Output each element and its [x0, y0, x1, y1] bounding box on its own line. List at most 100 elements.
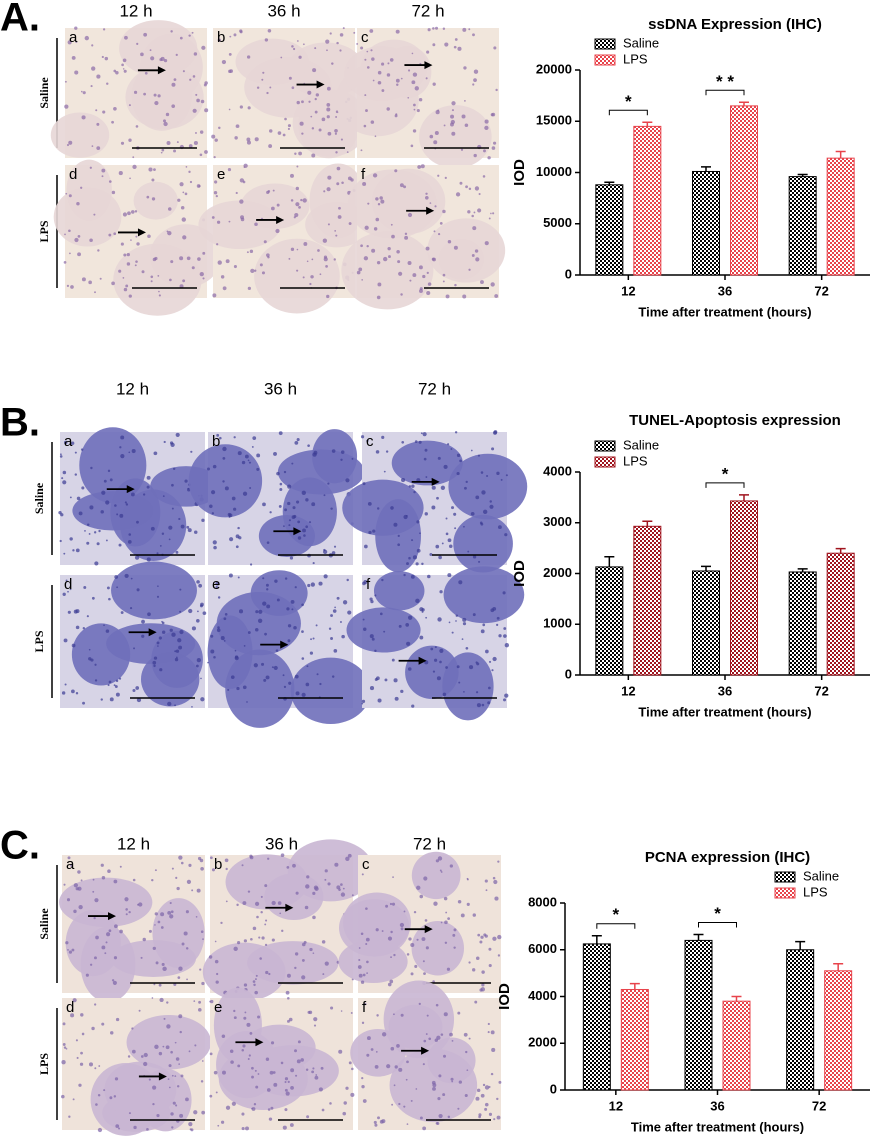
cell — [241, 1112, 245, 1116]
cell — [216, 972, 219, 976]
cell — [243, 1016, 247, 1020]
cell — [253, 663, 258, 668]
cell — [123, 253, 127, 257]
micrograph: f — [350, 980, 502, 1131]
cell — [253, 1103, 257, 1106]
cell — [426, 271, 429, 275]
cell — [425, 192, 428, 195]
cell — [213, 156, 216, 159]
cell — [476, 662, 480, 666]
cell — [309, 282, 312, 286]
cell — [212, 293, 217, 298]
cell — [179, 1113, 184, 1118]
cell — [295, 186, 300, 191]
cell — [424, 448, 428, 452]
cell — [78, 904, 83, 910]
cell — [397, 260, 401, 264]
tissue-lobe — [405, 645, 459, 700]
cell — [301, 959, 305, 962]
cell — [301, 490, 306, 496]
cell — [471, 254, 475, 257]
cell — [108, 680, 112, 684]
cell — [151, 878, 154, 882]
image-letter: a — [69, 29, 78, 46]
cell — [419, 635, 424, 640]
cell — [170, 260, 174, 264]
cell — [480, 1093, 485, 1098]
cell — [118, 1127, 121, 1130]
cell — [433, 230, 436, 233]
cell — [249, 563, 253, 566]
cell — [404, 235, 409, 240]
cell — [113, 106, 117, 111]
cell — [431, 505, 436, 510]
cell — [237, 1064, 241, 1068]
cell — [423, 876, 428, 881]
cell — [122, 58, 127, 63]
cell — [114, 575, 119, 579]
bar — [692, 170, 720, 276]
row-label: Saline — [32, 482, 46, 514]
cell — [294, 212, 299, 218]
cell — [414, 440, 418, 444]
cell — [312, 562, 315, 565]
cell — [239, 105, 243, 109]
cell — [449, 1032, 453, 1037]
cell — [104, 56, 109, 61]
cell — [403, 573, 406, 577]
cell — [250, 937, 253, 941]
x-tick-label: 36 — [718, 283, 732, 298]
cell — [128, 910, 131, 914]
cell — [284, 117, 287, 121]
cell — [423, 457, 427, 461]
cell — [296, 165, 299, 168]
micrograph: f — [346, 566, 525, 721]
cell — [317, 249, 320, 252]
cell — [495, 88, 498, 92]
cell — [159, 58, 163, 62]
cell — [377, 282, 382, 287]
cell — [367, 202, 370, 205]
cell — [175, 432, 180, 438]
cell — [498, 634, 502, 638]
cell — [82, 627, 86, 630]
cell — [131, 449, 136, 454]
cell — [308, 521, 312, 524]
cell — [196, 888, 201, 893]
cell — [416, 548, 421, 553]
cell — [474, 249, 479, 253]
cell — [143, 32, 148, 37]
cell — [119, 929, 123, 934]
cell — [213, 191, 218, 195]
cell — [472, 555, 477, 559]
column-label: 72 h — [413, 834, 446, 853]
cell — [124, 573, 129, 579]
cell — [287, 639, 291, 643]
cell — [62, 480, 67, 485]
cell — [65, 941, 69, 945]
cell — [310, 275, 314, 279]
cell — [484, 125, 489, 131]
cell — [262, 71, 265, 74]
cell — [372, 79, 375, 82]
cell — [415, 598, 420, 604]
cell — [228, 573, 233, 578]
cell — [381, 89, 385, 92]
cell — [75, 1039, 78, 1042]
cell — [66, 284, 70, 288]
cell — [398, 1102, 401, 1106]
cell — [177, 638, 182, 643]
cell — [345, 856, 350, 861]
cell — [301, 975, 306, 980]
cell — [88, 533, 91, 535]
cell — [215, 586, 218, 589]
cell — [67, 610, 71, 614]
cell — [254, 137, 259, 142]
cell — [215, 1091, 218, 1094]
cell — [438, 1113, 443, 1119]
cell — [234, 656, 239, 661]
cell — [366, 66, 370, 69]
cell — [169, 441, 174, 445]
cell — [340, 1010, 343, 1012]
cell — [63, 883, 66, 886]
